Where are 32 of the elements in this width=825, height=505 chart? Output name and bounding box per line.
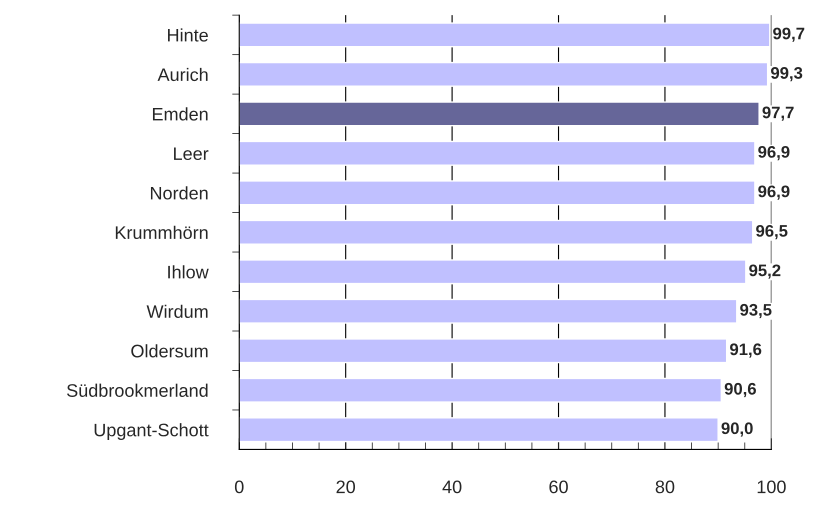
x-tick-label: 100 [758,480,786,494]
x-tick-label: 80 [656,480,674,494]
y-tick-label: Norden [150,186,208,200]
bar [239,338,728,364]
data-label: 90,6 [724,382,756,398]
data-label: 96,5 [756,224,788,240]
y-tick-label: Hinte [168,28,208,42]
y-tick-label: Upgant-Schott [94,423,209,440]
y-tick-label: Oldersum [131,344,208,358]
y-tick-label: Ihlow [168,265,209,278]
data-label: 96,9 [758,185,790,200]
y-tick-label: Wirdum [146,304,208,318]
x-tick-label: 60 [549,480,568,494]
bar [239,378,722,403]
y-tick-label: Südbrookmerland [67,384,208,397]
y-tick-label: Leer [174,147,208,160]
data-label: 99,3 [771,67,802,82]
x-tick-label: 0 [234,480,244,494]
data-label: 90,0 [722,422,753,437]
data-label: 95,2 [749,264,780,279]
data-label: 97,7 [762,106,794,121]
y-tick-label: Emden [152,107,208,121]
x-tick-label: 40 [442,480,462,494]
bar [239,417,719,442]
y-tick-label: Aurich [158,68,208,82]
bar [239,22,770,48]
data-label: 96,9 [758,146,790,160]
y-tick-label: Krummhörn [116,226,208,240]
x-tick-label: 20 [336,480,356,494]
data-label: 99,7 [773,28,804,42]
data-label: 93,5 [740,304,772,318]
data-label: 91,6 [730,343,762,358]
